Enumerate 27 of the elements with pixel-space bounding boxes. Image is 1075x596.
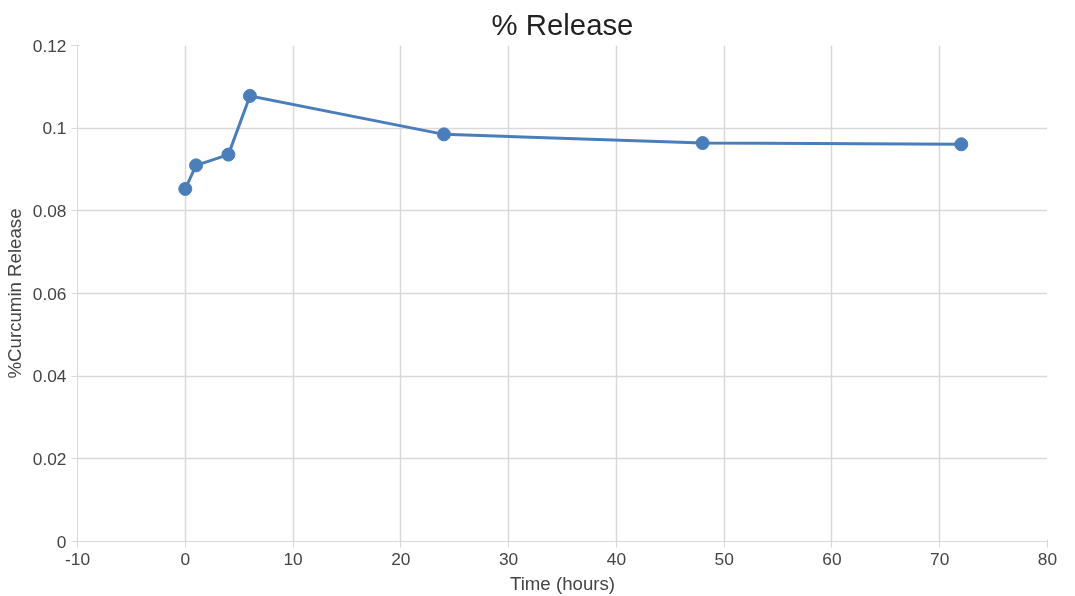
y-tick-label: 0.06 <box>32 283 67 304</box>
y-tick-label: 0 <box>56 531 67 552</box>
y-tick-label: 0.12 <box>32 35 67 56</box>
point <box>221 147 236 162</box>
x-tick-label: 60 <box>822 548 842 569</box>
y-tick-label: 0.1 <box>42 118 67 139</box>
point <box>178 181 193 196</box>
y-axis-title: %Curcumin Release <box>3 208 25 379</box>
x-tick-label: 0 <box>180 548 191 569</box>
point <box>695 136 710 151</box>
x-tick-label: -10 <box>64 548 91 569</box>
y-tick-label: 0.08 <box>32 200 67 221</box>
x-tick-label: 70 <box>930 548 950 569</box>
point <box>436 127 451 142</box>
point <box>954 137 969 152</box>
point <box>189 158 204 173</box>
x-tick-label: 80 <box>1037 548 1058 569</box>
x-tick-label: 50 <box>714 548 734 569</box>
y-tick-label: 0.02 <box>32 448 67 469</box>
x-tick-label: 30 <box>498 548 519 569</box>
point <box>242 88 257 103</box>
x-axis-title: Time (hours) <box>509 572 616 594</box>
y-tick-label: 0.04 <box>32 366 67 387</box>
x-tick-label: 10 <box>283 548 303 569</box>
x-tick-label: 20 <box>391 548 411 569</box>
x-tick-label: 40 <box>606 548 627 569</box>
chart-title: % Release <box>491 7 634 41</box>
